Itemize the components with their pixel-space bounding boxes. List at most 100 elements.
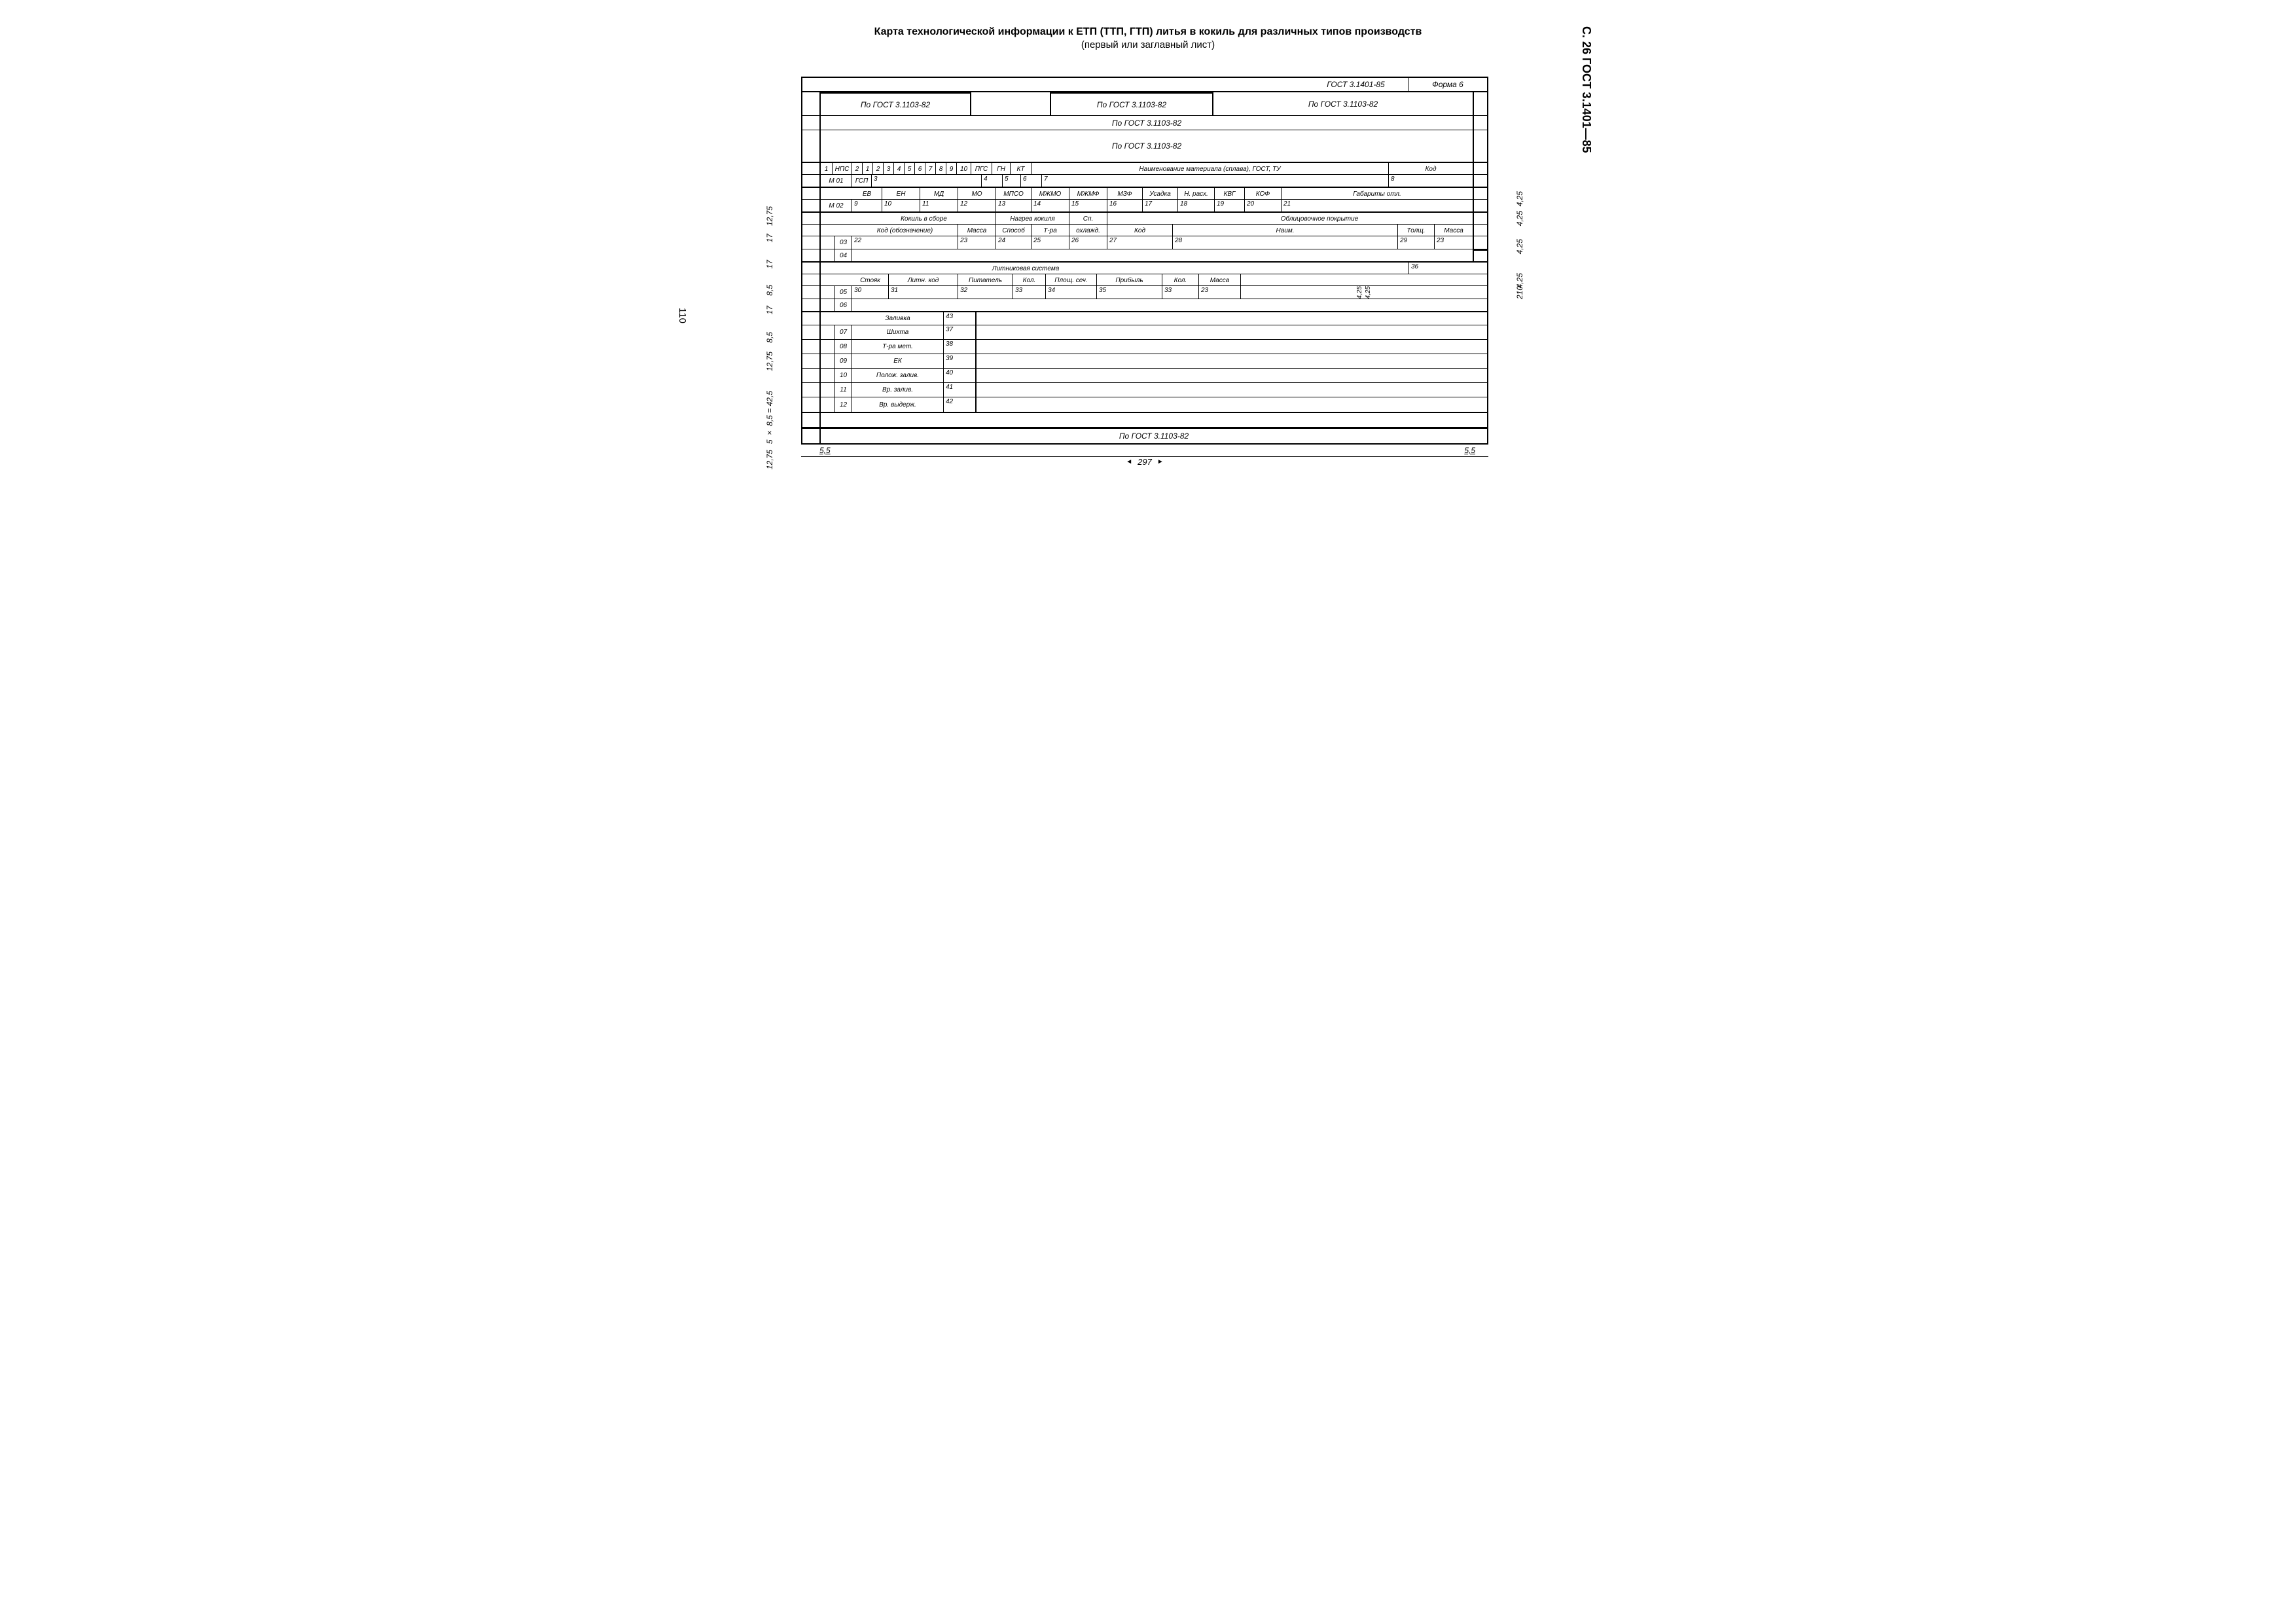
cell-06: 06: [835, 299, 852, 311]
dim-left-5: 17: [765, 306, 774, 314]
cell-n6: 6: [1021, 175, 1042, 187]
dim-left-7: 12,75: [765, 352, 774, 371]
row-num: 12: [835, 397, 852, 412]
num-1: 1: [863, 163, 873, 175]
gost-ref-bottom: По ГОСТ 3.1103-82: [821, 429, 1487, 443]
gost-ref-3: По ГОСТ 3.1103-82: [1213, 92, 1474, 115]
header-vertical: С. 26 ГОСТ 3.1401—85: [1579, 26, 1593, 153]
dim-left-9: 12,75: [765, 450, 774, 469]
top-gost: ГОСТ 3.1401-85: [1304, 78, 1408, 91]
num-5: 5: [905, 163, 915, 175]
cell-en: ЕН: [882, 188, 920, 200]
cell-1: 1: [821, 163, 833, 175]
form-outer: ГОСТ 3.1401-85 Форма 6 По ГОСТ 3.1103-82…: [801, 77, 1488, 445]
cell-m02: М 02: [821, 200, 852, 211]
cell-nrash: Н. расх.: [1178, 188, 1215, 200]
cell-tolsh: Толщ.: [1398, 225, 1435, 236]
row-ref: 39: [944, 354, 977, 368]
dim-left-6: 8,5: [765, 332, 774, 343]
cell-n29: 29: [1398, 236, 1435, 249]
cell-gab: Габариты отл.: [1282, 188, 1474, 200]
gost-ref-5: По ГОСТ 3.1103-82: [821, 130, 1474, 162]
form-diagram: 12,75 17 17 8,5 17 8,5 12,75 5 × 8,5 = 4…: [801, 77, 1488, 467]
dim-bottom-left: 5,5: [819, 446, 831, 455]
cell-n23b: 23: [1435, 236, 1474, 249]
row-label: Полож. залив.: [852, 369, 944, 382]
cell-zalivka: Заливка: [852, 312, 944, 325]
cell-material: Наименование материала (сплава), ГОСТ, Т…: [1031, 163, 1389, 175]
dim-425-a: 4,25: [1356, 286, 1363, 299]
cell-n33: 33: [1013, 286, 1046, 299]
cell-n30: 30: [852, 286, 889, 299]
cell-n9: 9: [852, 200, 882, 211]
cell-kodoboz: Код (обозначение): [852, 225, 958, 236]
cell-massa2: Масса: [1435, 225, 1474, 236]
cell-kokil: Кокиль в сборе: [852, 213, 996, 225]
cell-sposob: Способ: [996, 225, 1031, 236]
num-8: 8: [936, 163, 946, 175]
cell-n28: 28: [1173, 236, 1398, 249]
cell-litniksys: Литниковая система: [944, 263, 1107, 274]
dim-left-2: 17: [765, 234, 774, 242]
num-2: 2: [852, 163, 863, 175]
cell-mzf: МЗФ: [1107, 188, 1143, 200]
cell-kod2: Код: [1107, 225, 1173, 236]
subtitle: (первый или заглавный лист): [723, 39, 1573, 50]
dim-left-3: 17: [765, 260, 774, 268]
cell-obl: Облицовочное покрытие: [1166, 213, 1474, 225]
cell-n27: 27: [1107, 236, 1173, 249]
cell-kof: КОФ: [1245, 188, 1282, 200]
dim-425-b: 4,25: [1365, 286, 1372, 299]
cell-n26: 26: [1069, 236, 1107, 249]
cell-n19: 19: [1215, 200, 1245, 211]
gost-ref-1: По ГОСТ 3.1103-82: [821, 92, 971, 115]
cell-sp: Сп.: [1069, 213, 1107, 225]
row-label: Шихта: [852, 325, 944, 339]
cell-n35: 35: [1097, 286, 1162, 299]
cell-n10: 10: [882, 200, 920, 211]
cell-prib: Прибыль: [1097, 274, 1162, 286]
side-page-number: 110: [677, 308, 688, 323]
cell-pitatel: Питатель: [958, 274, 1013, 286]
cell-mzhmo: МЖМО: [1031, 188, 1069, 200]
cell-n25: 25: [1031, 236, 1069, 249]
cell-n23-9: 23: [1199, 286, 1241, 299]
cell-n22: 22: [852, 236, 958, 249]
row-ref: 41: [944, 383, 977, 397]
dim-right-2: 4,25: [1515, 211, 1524, 226]
cell-pgs: ПГС: [971, 163, 992, 175]
gost-ref-4: По ГОСТ 3.1103-82: [821, 116, 1474, 130]
cell-n15: 15: [1069, 200, 1107, 211]
row-label: Вр. выдерж.: [852, 397, 944, 412]
cell-naim: Наим.: [1173, 225, 1398, 236]
cell-gn: ГН: [992, 163, 1011, 175]
cell-mpso: МПСО: [996, 188, 1031, 200]
dim-left-1: 12,75: [765, 206, 774, 226]
cell-n14: 14: [1031, 200, 1069, 211]
cell-massa8: Масса: [1199, 274, 1241, 286]
cell-n24: 24: [996, 236, 1031, 249]
num-7: 7: [925, 163, 936, 175]
cell-md: МД: [920, 188, 958, 200]
cell-05: 05: [835, 286, 852, 299]
row-label: Вр. залив.: [852, 383, 944, 397]
cell-usadka: Усадка: [1143, 188, 1178, 200]
num-10: 10: [957, 163, 971, 175]
cell-n33b: 33: [1162, 286, 1199, 299]
cell-n36: 36: [1408, 263, 1487, 274]
cell-n4: 4: [982, 175, 1003, 187]
row-num: 09: [835, 354, 852, 368]
cell-stoyak: Стояк: [852, 274, 889, 286]
cell-n5: 5: [1003, 175, 1021, 187]
cell-nps: НПС: [833, 163, 852, 175]
row-label: ЕК: [852, 354, 944, 368]
dim-left-8: 5 × 8,5 = 42,5: [765, 391, 774, 444]
cell-n34: 34: [1046, 286, 1097, 299]
dim-bottom-right: 5,5: [1464, 446, 1475, 455]
cell-okhl: охлажд.: [1069, 225, 1107, 236]
cell-mo: МО: [958, 188, 996, 200]
cell-n13: 13: [996, 200, 1031, 211]
cell-kvg: КВГ: [1215, 188, 1245, 200]
cell-n43: 43: [944, 312, 977, 325]
row-num: 07: [835, 325, 852, 339]
